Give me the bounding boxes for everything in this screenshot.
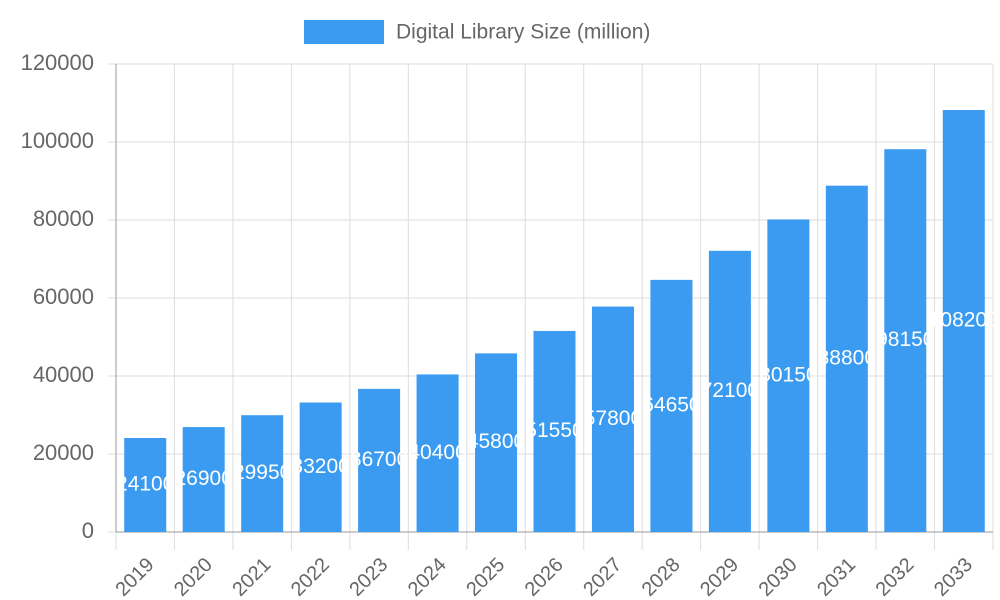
bar <box>358 388 401 532</box>
x-tick-label: 2031 <box>813 554 860 600</box>
value-label: 98150 <box>876 328 934 351</box>
y-tick-label: 100000 <box>21 128 94 153</box>
bar <box>708 250 751 532</box>
x-tick-label: 2020 <box>170 554 217 600</box>
value-label: 36700 <box>350 448 408 471</box>
y-tick-label: 40000 <box>33 362 94 387</box>
bar <box>650 279 693 532</box>
bar <box>942 110 985 533</box>
y-tick-label: 60000 <box>33 284 94 309</box>
value-label: 80150 <box>759 363 817 386</box>
x-tick-label: 2025 <box>462 554 509 600</box>
bar <box>299 402 342 532</box>
value-label: 51550 <box>525 419 583 442</box>
legend-swatch <box>304 20 384 44</box>
legend-label: Digital Library Size (million) <box>396 21 650 44</box>
value-label: 57800 <box>584 407 642 430</box>
value-label: 88800 <box>818 346 876 369</box>
x-tick-label: 2024 <box>404 554 451 600</box>
value-label: 33200 <box>291 455 349 478</box>
bar <box>241 415 284 532</box>
x-tick-label: 2029 <box>696 554 743 600</box>
bar <box>416 374 459 532</box>
bar <box>767 219 810 533</box>
y-tick-label: 20000 <box>33 440 94 465</box>
value-label: 26900 <box>174 467 232 490</box>
value-label: 24100 <box>116 473 174 496</box>
bar <box>825 185 868 532</box>
x-tick-label: 2026 <box>521 554 568 600</box>
bar <box>591 306 634 532</box>
y-tick-label: 0 <box>82 518 94 543</box>
x-tick-label: 2023 <box>345 554 392 600</box>
x-tick-label: 2030 <box>755 554 802 600</box>
y-tick-label: 120000 <box>21 50 94 75</box>
value-label: 29950 <box>233 461 291 484</box>
bar <box>182 427 225 532</box>
value-label: 40400 <box>408 441 466 464</box>
bar <box>884 149 927 532</box>
x-tick-label: 2033 <box>930 554 977 600</box>
value-label: 64650 <box>642 393 700 416</box>
bar <box>533 330 576 532</box>
x-tick-label: 2027 <box>579 554 626 600</box>
x-tick-label: 2019 <box>111 554 158 600</box>
x-tick-label: 2032 <box>872 554 919 600</box>
x-tick-label: 2021 <box>228 554 275 600</box>
x-tick-label: 2028 <box>638 554 685 600</box>
x-tick-label: 2022 <box>287 554 334 600</box>
bar <box>475 353 518 532</box>
bar <box>124 438 167 532</box>
value-label: 45800 <box>467 430 525 453</box>
y-tick-label: 80000 <box>33 206 94 231</box>
value-label: 108200 <box>929 309 999 332</box>
value-label: 72100 <box>701 379 759 402</box>
